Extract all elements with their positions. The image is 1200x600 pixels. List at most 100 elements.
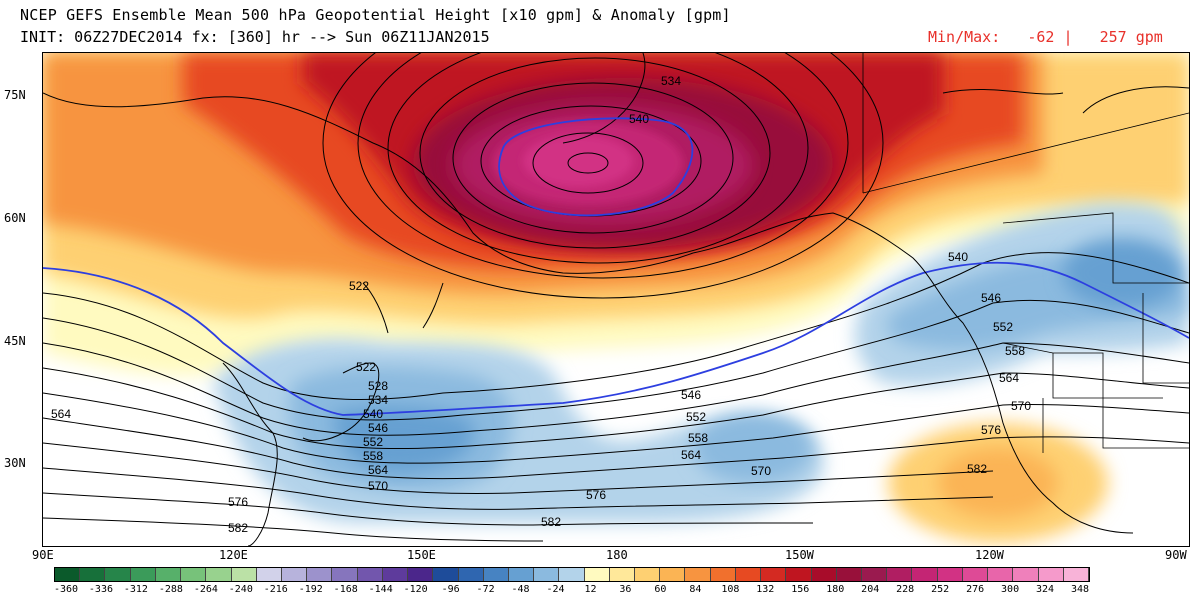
colorbar-swatch [80,568,106,581]
contour-label-576-china: 576 [228,495,248,509]
contour-label-570-central: 570 [751,464,771,478]
lon-label-150e: 150E [407,548,436,562]
colorbar-swatch [635,568,661,581]
contour-label-582-china: 582 [228,521,248,535]
colorbar-tick-label: -360 [53,584,79,595]
contour-label-546-east: 546 [981,291,1001,305]
lon-label-150w: 150W [785,548,814,562]
contour-label-570-east: 570 [1011,399,1031,413]
colorbar-tick-label: -192 [298,584,323,595]
colorbar-swatch [609,568,636,581]
colorbar-swatch [862,568,888,581]
colorbar-swatch [836,568,862,581]
colorbar-swatch [584,568,610,581]
colorbar-tick-label: 84 [689,584,702,595]
colorbar-swatch [988,568,1014,581]
colorbar-tick-label: -216 [263,584,288,595]
colorbar-swatch [710,568,736,581]
lat-label-45n: 45N [4,334,26,348]
colorbar-swatch [281,568,308,581]
colorbar-tick-label: -96 [441,584,460,595]
colorbar-tick-label: -144 [368,584,393,595]
colorbar-swatch [382,568,409,581]
colorbar-tick-label: -240 [228,584,253,595]
lon-label-90e: 90E [32,548,54,562]
political-borders [1002,212,1189,453]
contour-label-552-central: 552 [686,410,706,424]
colorbar-swatch [1038,568,1064,581]
colorbar-tick-label: 324 [1036,584,1055,595]
colorbar-swatch [181,568,207,581]
colorbar-tick-label: 228 [896,584,915,595]
colorbar-swatch [332,568,358,581]
colorbar-swatch [55,568,81,581]
colorbar-tick-label: 252 [931,584,950,595]
colorbar-swatch [155,568,182,581]
colorbar-swatch [307,568,333,581]
colorbar-tick-label: -24 [546,584,565,595]
colorbar-swatch [256,568,282,581]
lat-label-60n: 60N [4,211,26,225]
map-title: NCEP GEFS Ensemble Mean 500 hPa Geopoten… [20,6,731,24]
contour-label-564-east: 564 [999,371,1019,385]
colorbar-tick-label: 180 [826,584,845,595]
lat-label-75n: 75N [4,88,26,102]
contour-label-534-japan: 534 [368,393,388,407]
colorbar-tick-label: -312 [123,584,148,595]
colorbar-tick-label: -168 [333,584,358,595]
contour-label-540-east: 540 [948,250,968,264]
colorbar-swatch [962,568,989,581]
colorbar-swatch [483,568,509,581]
min-max-readout: Min/Max: -62 | 257 gpm [928,28,1163,46]
reference-540-contour [43,117,1189,416]
colorbar-tick-label: 60 [654,584,667,595]
contour-label-570-japan: 570 [368,479,388,493]
colorbar-swatch [660,568,686,581]
colorbar-tick-label: 36 [619,584,632,595]
colorbar-tick-label: -264 [193,584,218,595]
contour-label-558-central: 558 [688,431,708,445]
contour-label-546-japan: 546 [368,421,388,435]
colorbar-swatch [937,568,963,581]
lon-label-180: 180 [606,548,628,562]
contour-label-576-east: 576 [981,423,1001,437]
colorbar-swatch [1013,568,1039,581]
colorbar-tick-label: 300 [1001,584,1020,595]
anomaly-shading [43,53,1189,546]
colorbar-swatch [786,568,812,581]
coastlines [43,86,1189,546]
colorbar-tick-label: 108 [721,584,740,595]
contour-label-540-japan: 540 [363,407,383,421]
colorbar-swatch [912,568,938,581]
contour-label-540-north: 540 [629,112,649,126]
contour-label-534-north: 534 [661,74,681,88]
colorbar-swatch [231,568,257,581]
lon-label-120w: 120W [975,548,1004,562]
colorbar-swatch [887,568,913,581]
colorbar-tick-label: 156 [791,584,810,595]
contour-label-576-central: 576 [586,488,606,502]
contour-label-558-east: 558 [1005,344,1025,358]
map-panel: 534 540 522 522 528 534 540 546 552 558 … [42,52,1190,547]
contour-label-528: 528 [368,379,388,393]
colorbar-swatch [761,568,787,581]
contour-label-546-central: 546 [681,388,701,402]
colorbar-swatch [357,568,383,581]
contour-label-552-japan: 552 [363,435,383,449]
colorbar-swatch [508,568,535,581]
colorbar-tick-label: 276 [966,584,985,595]
colorbar-swatch [1063,568,1089,581]
contour-label-582-central: 582 [541,515,561,529]
contour-label-564-central: 564 [681,448,701,462]
lon-label-90w: 90W [1165,548,1187,562]
colorbar-tick-label: -288 [158,584,183,595]
contour-label-564-japan: 564 [368,463,388,477]
colorbar-tick-label: -336 [88,584,113,595]
contour-label-552-east: 552 [993,320,1013,334]
colorbar-swatch [105,568,131,581]
height-contours [43,53,1189,542]
colorbar-swatch [735,568,762,581]
contour-label-582-east: 582 [967,462,987,476]
colorbar-tick-label: 12 [584,584,597,595]
contour-label-558-japan: 558 [363,449,383,463]
